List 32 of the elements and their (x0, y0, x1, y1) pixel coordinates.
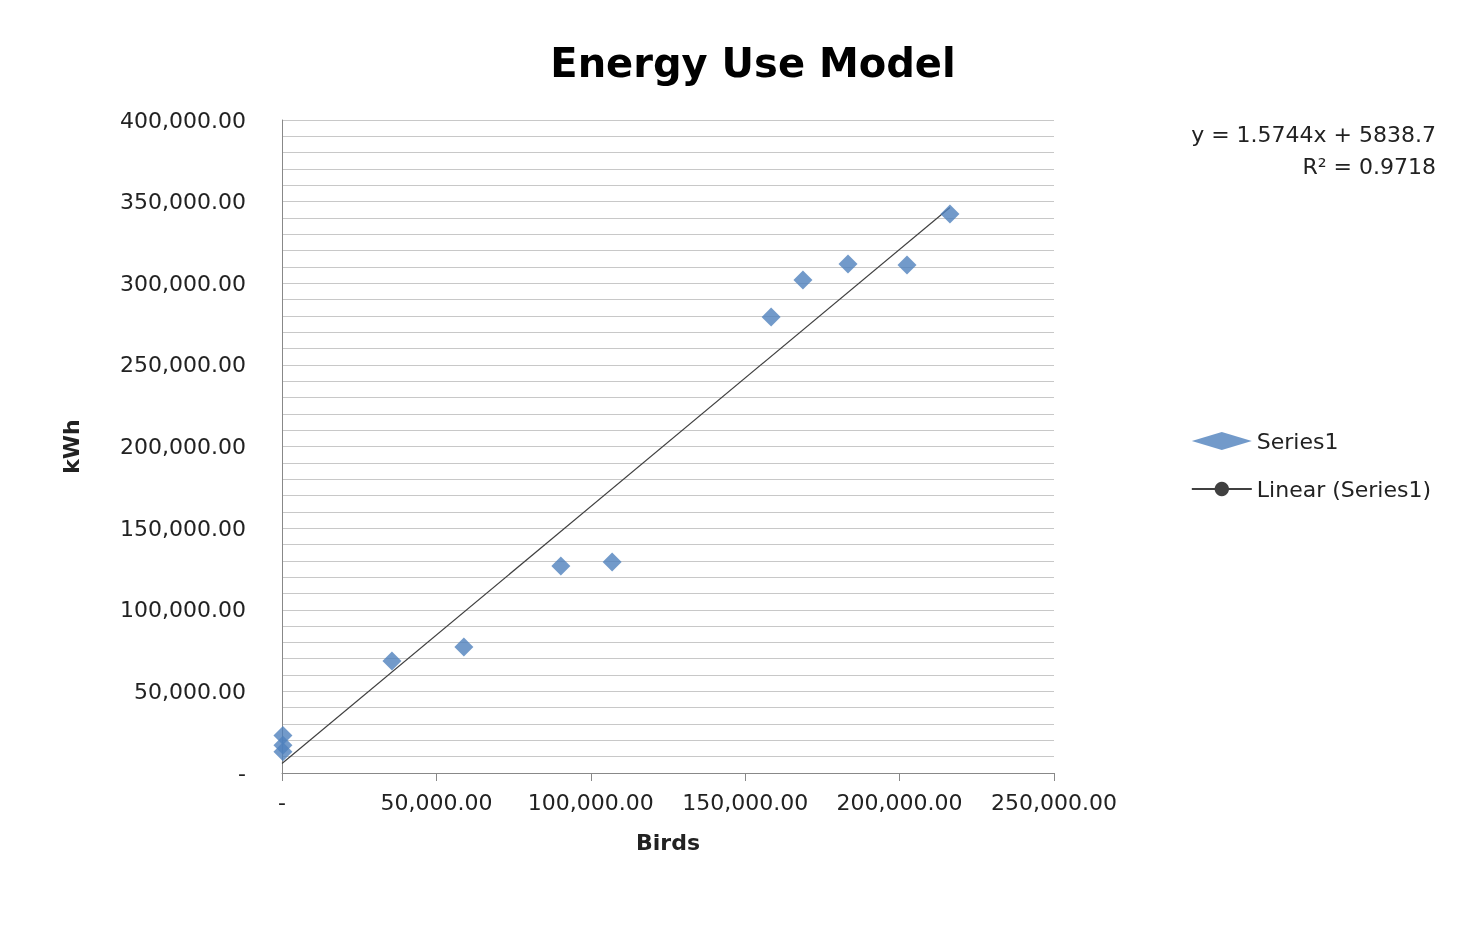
legend-label: Linear (Series1) (1256, 476, 1431, 502)
point (793, 270, 813, 290)
point (838, 254, 858, 274)
text: y = 1.5744x + 5838.7 (1191, 121, 1436, 147)
point (897, 255, 917, 275)
text: R² = 0.9718 (1302, 153, 1437, 179)
x-tick-label: 100,000.00 (527, 789, 654, 815)
y-tick-label: 150,000.00 (120, 515, 246, 541)
x-tick-label: 50,000.00 (380, 789, 493, 815)
point (761, 307, 781, 327)
y-axis-title: kWh (58, 419, 84, 474)
point (602, 552, 622, 572)
point (382, 651, 402, 671)
y-tick-label: 100,000.00 (120, 597, 246, 623)
x-tick-label: 250,000.00 (991, 789, 1117, 815)
y-tick-label: 300,000.00 (120, 270, 246, 296)
point (551, 556, 571, 576)
y-tick-label: 400,000.00 (120, 107, 246, 133)
y-tick-label: 200,000.00 (120, 434, 246, 459)
point (273, 742, 293, 762)
x-tick-label: - (278, 789, 286, 815)
point (454, 637, 474, 657)
x-tick-label: 150,000.00 (682, 789, 809, 815)
chart-title: Energy Use Model (550, 40, 956, 86)
x-axis-title: Birds (635, 829, 701, 855)
x-tick-label: 200,000.00 (836, 789, 963, 815)
point (940, 204, 960, 224)
y-tick-label: 250,000.00 (120, 352, 246, 378)
y-tick-label: 50,000.00 (134, 678, 246, 704)
y-tick-label: 350,000.00 (120, 189, 246, 215)
y-tick-label: - (238, 760, 246, 786)
legend-label: Series1 (1256, 428, 1339, 454)
